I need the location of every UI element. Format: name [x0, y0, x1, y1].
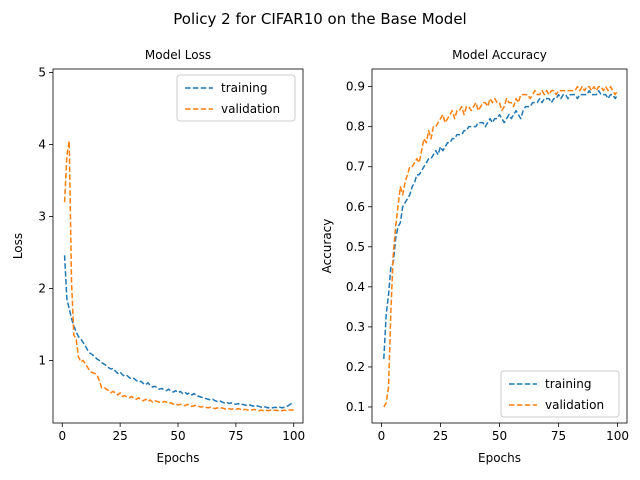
- legend: training validation: [176, 74, 296, 122]
- x-tick-label: 75: [228, 429, 243, 443]
- loss-chart: Model Loss 0 25 50 75 100 1 2 3 4 5 Epochs Loss train…: [11, 48, 305, 465]
- y-tick-label: 5: [38, 66, 46, 80]
- y-tick-label: 0.1: [346, 400, 365, 414]
- plot-frame: [371, 68, 628, 424]
- series-line-training: [383, 89, 619, 359]
- chart-title: Model Loss: [145, 48, 211, 62]
- y-tick-label: 0.2: [346, 360, 365, 374]
- y-tick-label: 0.7: [346, 160, 365, 174]
- x-axis-label: Epochs: [478, 451, 521, 465]
- x-tick-label: 75: [551, 429, 566, 443]
- chart-title: Model Accuracy: [452, 48, 547, 62]
- series-line-training: [63, 255, 294, 409]
- x-tick-label: 25: [112, 429, 127, 443]
- x-tick-label: 0: [378, 429, 386, 443]
- x-tick-label: 50: [492, 429, 507, 443]
- y-tick-label: 1: [38, 353, 46, 367]
- legend-label: validation: [545, 398, 604, 412]
- legend-label: training: [221, 81, 268, 95]
- y-axis-label: Accuracy: [320, 219, 334, 274]
- legend: training validation: [500, 370, 620, 418]
- legend-box: [500, 370, 620, 418]
- y-tick-label: 0.6: [346, 200, 365, 214]
- y-tick-label: 4: [38, 138, 46, 152]
- series-line-validation: [63, 140, 294, 412]
- x-tick-label: 0: [58, 429, 66, 443]
- y-tick-label: 0.5: [346, 240, 365, 254]
- y-tick-label: 2: [38, 281, 46, 295]
- y-tick-label: 0.3: [346, 320, 365, 334]
- legend-box: [176, 74, 296, 122]
- y-tick-label: 3: [38, 210, 46, 224]
- y-tick-label: 0.4: [346, 280, 365, 294]
- legend-label: training: [545, 377, 592, 391]
- x-tick-label: 50: [170, 429, 185, 443]
- plot-frame: [52, 68, 304, 424]
- y-axis-label: Loss: [11, 233, 25, 259]
- series-line-validation: [383, 85, 619, 408]
- accuracy-chart: Model Accuracy 0 25 50 75 100 0.1 0.2 0.3 0.4 0.5 0…: [320, 48, 629, 465]
- x-axis-label: Epochs: [157, 451, 200, 465]
- x-tick-label: 100: [282, 429, 305, 443]
- x-tick-label: 100: [606, 429, 629, 443]
- figure-title: Policy 2 for CIFAR10 on the Base Model: [173, 10, 466, 28]
- legend-label: validation: [221, 102, 280, 116]
- y-tick-label: 0.9: [346, 80, 365, 94]
- x-tick-label: 25: [433, 429, 448, 443]
- y-tick-label: 0.8: [346, 120, 365, 134]
